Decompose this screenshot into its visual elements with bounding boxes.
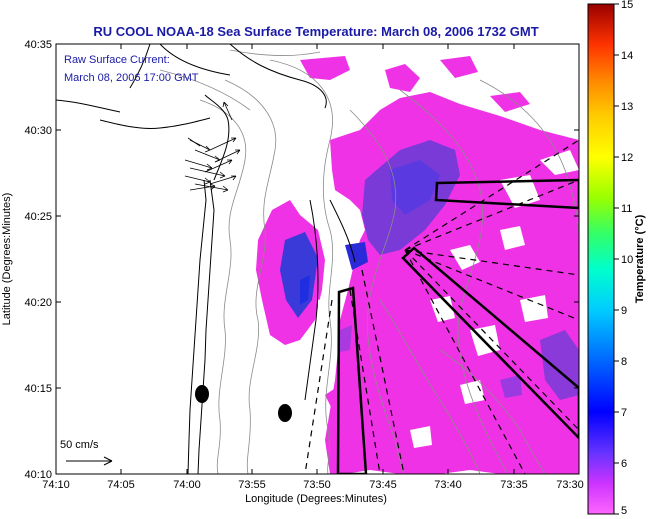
x-axis-title: Longitude (Degrees:Minutes)	[245, 493, 387, 505]
x-tick-label: 73:50	[303, 479, 331, 491]
colorbar-tick-label: 10	[621, 254, 633, 266]
colorbar-tick-label: 13	[621, 101, 633, 113]
x-tick-label: 73:40	[434, 479, 462, 491]
colorbar-tick-label: 11	[621, 203, 632, 215]
y-tick-label: 40:10	[24, 469, 52, 481]
plot-area	[56, 44, 579, 474]
transect-boxes	[336, 178, 579, 474]
current-note-line1: Raw Surface Current:	[64, 54, 170, 66]
x-tick-label: 73:55	[238, 479, 266, 491]
y-tick-label: 40:25	[24, 211, 52, 223]
colorbar-tick-label: 8	[621, 356, 627, 368]
x-tick-label: 74:00	[173, 479, 201, 491]
x-tick-label: 74:10	[42, 479, 70, 491]
colorbar-tick-label: 7	[621, 407, 627, 419]
colorbar-gradient	[587, 3, 615, 515]
colorbar-tick-label: 14	[621, 50, 633, 62]
surface-current-vectors	[184, 101, 241, 193]
x-tick-label: 73:45	[369, 479, 397, 491]
y-tick-label: 40:15	[24, 383, 52, 395]
colorbar-ticks	[614, 3, 619, 515]
colorbar-tick-label: 6	[621, 458, 627, 470]
colorbar-tick-label: 5	[621, 505, 627, 517]
x-axis: 74:10 74:05 74:00 73:55 73:50 73:45 73:4…	[42, 44, 584, 505]
x-tick-label: 74:05	[107, 479, 135, 491]
buoy-marker	[278, 404, 292, 422]
colorbar-tick-label: 9	[621, 305, 627, 317]
colorbar: 15 14 13 12 11 10 9 8 7 6 5 Temperature …	[587, 0, 646, 517]
map-title: RU COOL NOAA-18 Sea Surface Temperature:…	[93, 24, 538, 39]
current-note-line2: March 08, 2006 17:00 GMT	[64, 72, 199, 84]
y-tick-label: 40:20	[24, 297, 52, 309]
scale-arrow	[66, 456, 113, 466]
y-tick-label: 40:35	[24, 39, 52, 51]
y-tick-label: 40:30	[24, 125, 52, 137]
scale-label: 50 cm/s	[60, 439, 99, 451]
x-tick-label: 73:35	[500, 479, 528, 491]
coastline	[56, 44, 356, 474]
x-tick-label: 73:30	[556, 479, 584, 491]
no-data-holes	[318, 150, 579, 448]
colorbar-title: Temperature (°C)	[634, 214, 646, 303]
y-axis-title: Latitude (Degrees:Minutes)	[1, 193, 13, 326]
buoy-marker	[195, 385, 209, 403]
colorbar-tick-label: 12	[621, 152, 633, 164]
radial-dashed-lines	[304, 139, 579, 474]
y-axis: 40:35 40:30 40:25 40:20 40:15 40:10 Lati…	[1, 39, 579, 481]
colorbar-tick-label: 15	[621, 0, 633, 11]
sst-cold-region	[280, 140, 579, 400]
